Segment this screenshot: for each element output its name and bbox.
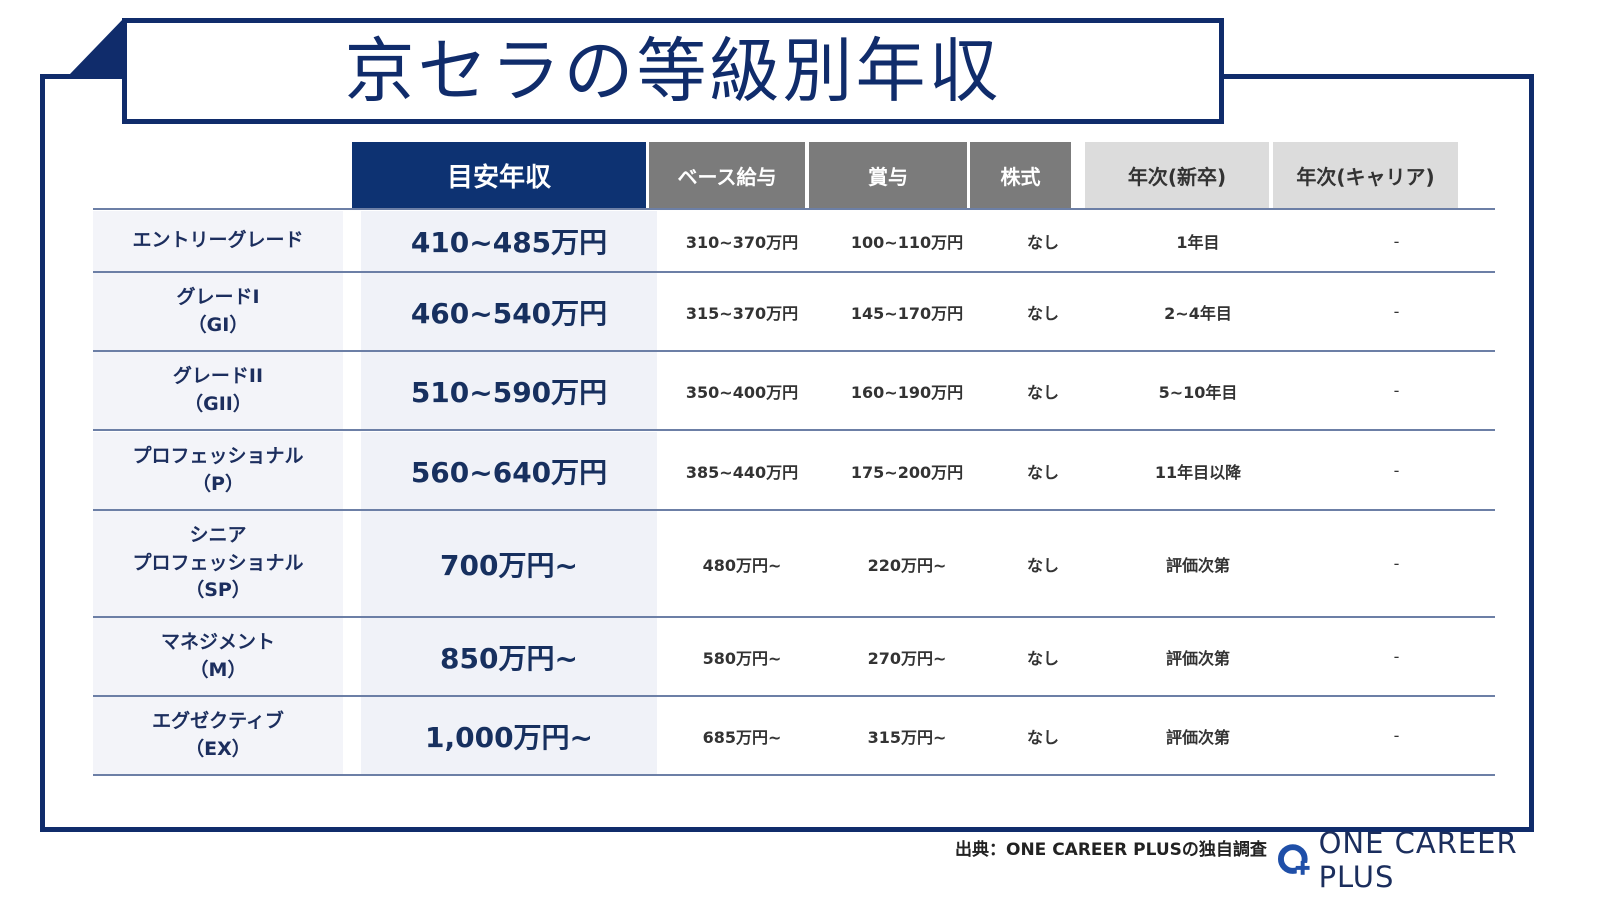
bonus-cell: 270万円~ [867, 648, 947, 668]
grade-name-line: （EX） [185, 737, 251, 760]
grade-name-line: （GI） [187, 313, 249, 336]
year-new-cell: 1年目 [1176, 233, 1220, 252]
grade-name-line: （P） [192, 472, 244, 495]
header-bonus: 賞与 [809, 142, 967, 208]
grade-name-line: シニア [189, 524, 247, 547]
table-row: エグゼクティブ （EX） 1,000万円~ 685万円~ 315万円~ なし 評価次第 - [93, 697, 1495, 774]
target-salary-cell: 460~540万円 [361, 273, 657, 350]
base-salary-cell: 310~370万円 [685, 233, 799, 252]
bonus-cell: 100~110万円 [850, 233, 964, 252]
page-title: 京セラの等級別年収 [344, 30, 1002, 112]
year-new-cell: 2~4年目 [1164, 303, 1232, 323]
one-career-logo-icon [1277, 844, 1311, 877]
year-career-cell: - [1393, 726, 1400, 745]
target-salary-cell: 850万円~ [361, 618, 657, 695]
bonus-cell: 175~200万円 [850, 462, 964, 482]
logo-text: ONE CAREER PLUS [1318, 826, 1518, 894]
grade-name-line: プロフェッショナル [132, 444, 304, 467]
base-salary-cell: 580万円~ [702, 648, 782, 668]
table-row: プロフェッショナル （P） 560~640万円 385~440万円 175~200万円 な… [93, 432, 1495, 509]
header-year-new: 年次(新卒) [1085, 142, 1269, 208]
target-salary-cell: 1,000万円~ [361, 697, 657, 774]
year-new-cell: 評価次第 [1165, 727, 1230, 747]
stock-cell: なし [1026, 303, 1059, 323]
bonus-cell: 220万円~ [867, 555, 947, 575]
row-divider [93, 695, 1495, 697]
grade-name-line: プロフェッショナル [132, 551, 304, 574]
grade-name-line: （GII） [184, 392, 252, 415]
grade-name: シニアプロフェッショナル （SP） [93, 511, 343, 616]
row-divider [93, 774, 1495, 776]
header-target-salary: 目安年収 [352, 142, 646, 208]
header-year-career: 年次(キャリア) [1273, 142, 1458, 208]
table-row: マネジメント （M） 850万円~ 580万円~ 270万円~ なし 評価次第 - [93, 618, 1495, 695]
title-corner-decoration [70, 18, 124, 74]
target-salary-cell: 510~590万円 [361, 352, 657, 429]
table-row: グレードII （GII） 510~590万円 350~400万円 160~190万円 なし… [93, 352, 1495, 429]
target-salary-cell: 700万円~ [361, 511, 657, 616]
year-career-cell: - [1393, 302, 1400, 321]
row-divider [93, 509, 1495, 511]
base-salary-cell: 685万円~ [702, 727, 782, 747]
stock-cell: なし [1026, 648, 1059, 668]
row-divider [93, 616, 1495, 618]
year-career-cell: - [1393, 647, 1400, 666]
year-new-cell: 評価次第 [1165, 555, 1230, 575]
grade-name: エントリーグレード [93, 211, 343, 271]
grade-name: グレードI （GI） [93, 273, 343, 350]
stock-cell: なし [1026, 555, 1059, 575]
row-divider [93, 429, 1495, 431]
target-salary-cell: 410~485万円 [361, 211, 657, 271]
base-salary-cell: 480万円~ [702, 555, 782, 575]
header-base-salary: ベース給与 [649, 142, 805, 208]
stock-cell: なし [1026, 382, 1059, 402]
brand-logo: ONE CAREER PLUS [1277, 826, 1600, 894]
bonus-cell: 315万円~ [867, 727, 947, 747]
base-salary-cell: 385~440万円 [685, 462, 799, 482]
year-new-cell: 評価次第 [1165, 648, 1230, 668]
title-box: 京セラの等級別年収 [122, 18, 1224, 124]
header-stock: 株式 [970, 142, 1071, 208]
stock-cell: なし [1026, 233, 1059, 252]
row-divider [93, 350, 1495, 352]
grade-name: マネジメント （M） [93, 618, 343, 695]
year-career-cell: - [1393, 231, 1400, 251]
grade-name-line: エグゼクティブ [152, 709, 284, 732]
base-salary-cell: 350~400万円 [685, 382, 799, 402]
bonus-cell: 145~170万円 [850, 303, 964, 323]
year-career-cell: - [1393, 554, 1400, 573]
grade-name-line: マネジメント [160, 630, 275, 653]
grade-name: エグゼクティブ （EX） [93, 697, 343, 774]
base-salary-cell: 315~370万円 [685, 303, 799, 323]
grade-name: グレードII （GII） [93, 352, 343, 429]
table-row: グレードI （GI） 460~540万円 315~370万円 145~170万円 なし 2~… [93, 273, 1495, 350]
row-divider [93, 271, 1495, 273]
stock-cell: なし [1026, 462, 1059, 482]
source-note: 出典：ONE CAREER PLUSの独自調査 [955, 840, 1267, 860]
grade-name: プロフェッショナル （P） [93, 432, 343, 509]
target-salary-cell: 560~640万円 [361, 432, 657, 509]
grade-name-line: （SP） [185, 579, 251, 602]
grade-name-line: グレードII [172, 364, 264, 387]
grade-name-line: （M） [189, 658, 247, 681]
year-career-cell: - [1393, 381, 1400, 400]
year-new-cell: 11年目以降 [1154, 462, 1242, 482]
table-row: シニアプロフェッショナル （SP） 700万円~ 480万円~ 220万円~ なし 評価次第… [93, 511, 1495, 616]
bonus-cell: 160~190万円 [850, 382, 964, 402]
table-row: エントリーグレード 410~485万円 310~370万円 100~110万円 なし 1年… [93, 211, 1495, 271]
year-new-cell: 5~10年目 [1158, 382, 1238, 402]
grade-name-line: エントリーグレード [132, 229, 304, 252]
row-divider [93, 208, 1495, 210]
stock-cell: なし [1026, 727, 1059, 747]
year-career-cell: - [1393, 461, 1400, 480]
grade-name-line: グレードI [176, 285, 260, 308]
